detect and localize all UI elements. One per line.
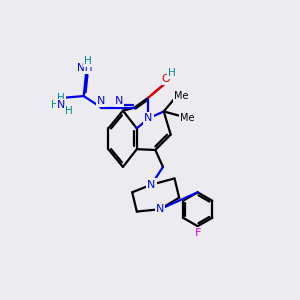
Text: F: F bbox=[194, 228, 201, 238]
Text: N: N bbox=[97, 96, 106, 106]
Text: H: H bbox=[58, 93, 65, 103]
Text: N: N bbox=[57, 100, 65, 110]
Text: Me: Me bbox=[180, 112, 194, 123]
Text: H: H bbox=[168, 68, 175, 78]
Text: H: H bbox=[84, 56, 92, 66]
Text: NH: NH bbox=[77, 63, 92, 73]
Text: H: H bbox=[50, 100, 58, 110]
Text: N: N bbox=[115, 96, 123, 106]
Text: O: O bbox=[161, 74, 170, 84]
Text: Me: Me bbox=[174, 91, 189, 101]
Text: H: H bbox=[65, 106, 73, 116]
Text: N: N bbox=[147, 180, 156, 190]
Text: N: N bbox=[144, 113, 152, 123]
Text: N: N bbox=[156, 204, 164, 214]
